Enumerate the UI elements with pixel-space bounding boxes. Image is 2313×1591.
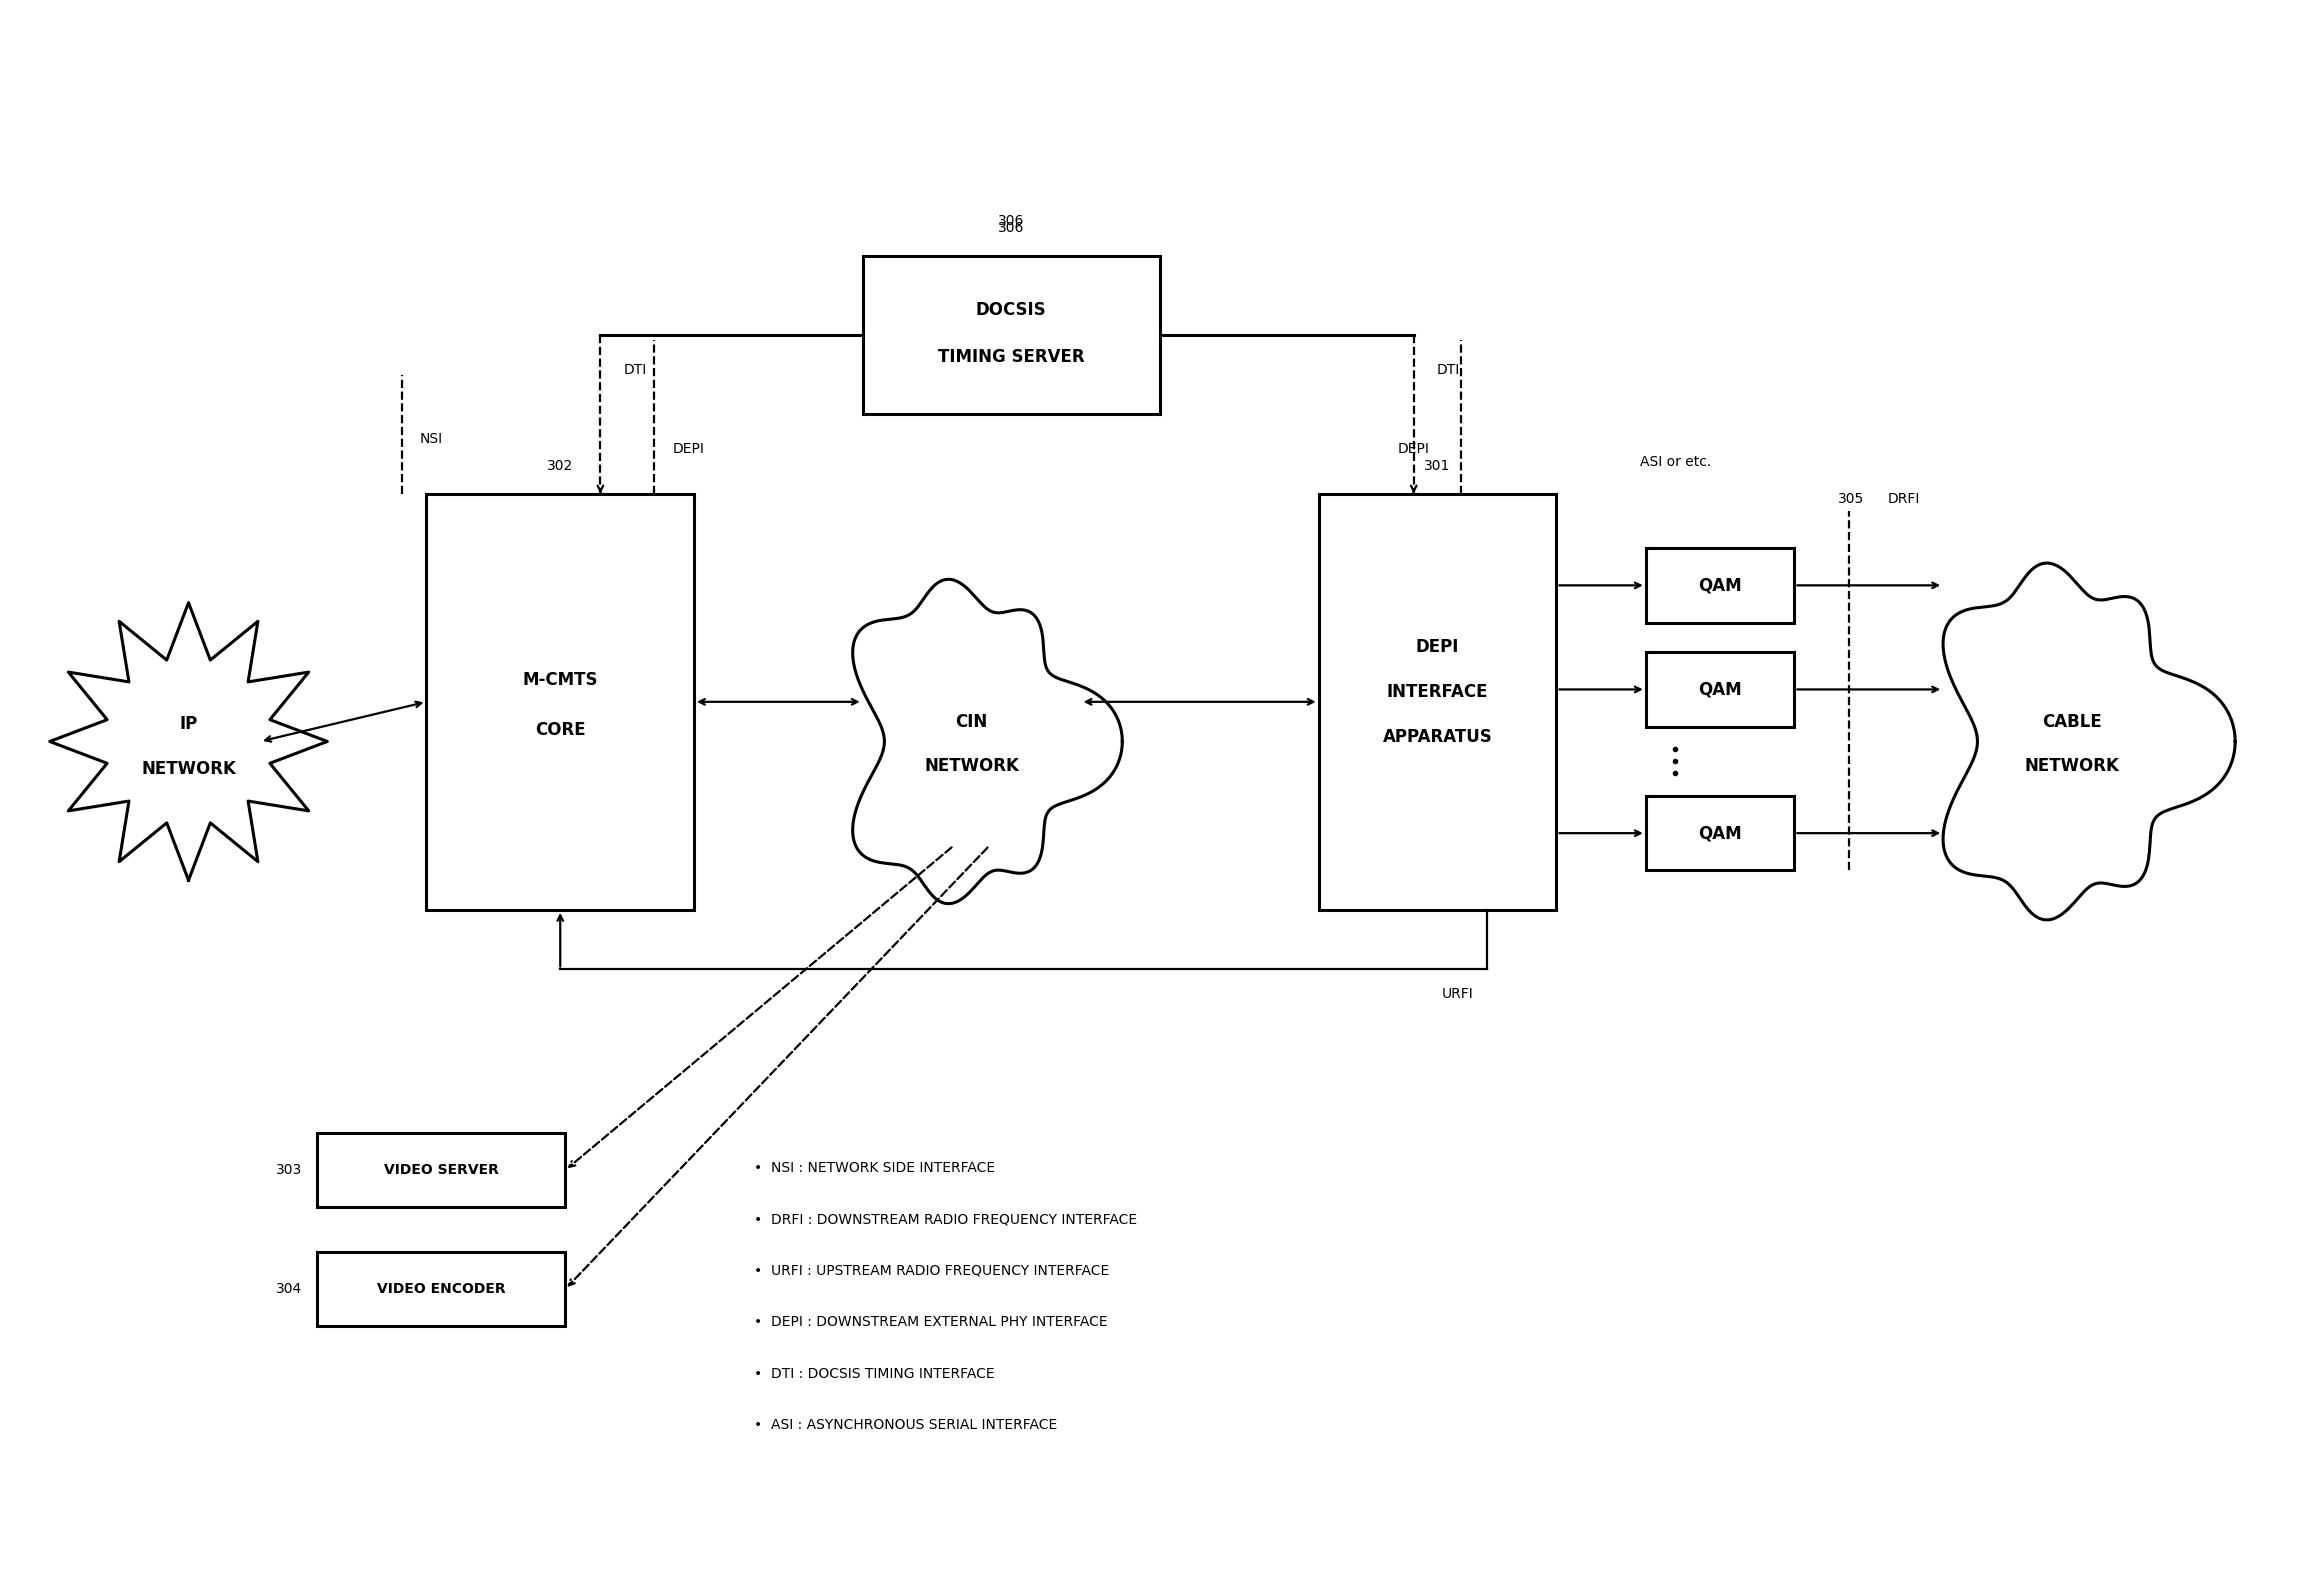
Text: ASI or etc.: ASI or etc. bbox=[1640, 455, 1712, 469]
Text: •  DRFI : DOWNSTREAM RADIO FREQUENCY INTERFACE: • DRFI : DOWNSTREAM RADIO FREQUENCY INTE… bbox=[754, 1212, 1136, 1227]
Text: QAM: QAM bbox=[1698, 576, 1742, 595]
Text: INTERFACE: INTERFACE bbox=[1388, 683, 1487, 702]
Text: •  DTI : DOCSIS TIMING INTERFACE: • DTI : DOCSIS TIMING INTERFACE bbox=[754, 1367, 995, 1381]
Text: •  ASI : ASYNCHRONOUS SERIAL INTERFACE: • ASI : ASYNCHRONOUS SERIAL INTERFACE bbox=[754, 1419, 1057, 1432]
Text: NETWORK: NETWORK bbox=[2024, 757, 2119, 775]
FancyBboxPatch shape bbox=[1645, 796, 1795, 870]
Text: TIMING SERVER: TIMING SERVER bbox=[939, 348, 1085, 366]
Text: DTI: DTI bbox=[625, 363, 648, 377]
Text: VIDEO ENCODER: VIDEO ENCODER bbox=[377, 1282, 507, 1297]
Text: NETWORK: NETWORK bbox=[141, 760, 236, 778]
FancyBboxPatch shape bbox=[1645, 549, 1795, 622]
Text: 306: 306 bbox=[999, 215, 1025, 228]
Text: 305: 305 bbox=[1839, 492, 1864, 506]
Text: VIDEO SERVER: VIDEO SERVER bbox=[384, 1163, 500, 1177]
Text: CABLE: CABLE bbox=[2042, 713, 2103, 730]
Text: 304: 304 bbox=[275, 1282, 303, 1297]
Text: CORE: CORE bbox=[534, 721, 585, 738]
Text: DOCSIS: DOCSIS bbox=[976, 301, 1045, 320]
FancyBboxPatch shape bbox=[426, 493, 694, 910]
FancyBboxPatch shape bbox=[1318, 493, 1557, 910]
FancyBboxPatch shape bbox=[317, 1252, 564, 1327]
Polygon shape bbox=[1943, 563, 2234, 920]
Polygon shape bbox=[853, 579, 1122, 904]
FancyBboxPatch shape bbox=[1645, 652, 1795, 727]
Text: 301: 301 bbox=[1425, 458, 1450, 473]
Text: NSI: NSI bbox=[421, 433, 444, 445]
Polygon shape bbox=[51, 603, 328, 880]
Text: URFI: URFI bbox=[1441, 988, 1473, 1001]
Text: 306: 306 bbox=[999, 221, 1025, 235]
Text: DRFI: DRFI bbox=[1887, 492, 1920, 506]
Text: •  URFI : UPSTREAM RADIO FREQUENCY INTERFACE: • URFI : UPSTREAM RADIO FREQUENCY INTERF… bbox=[754, 1263, 1108, 1278]
Text: DEPI: DEPI bbox=[1397, 442, 1429, 457]
Text: DEPI: DEPI bbox=[673, 442, 705, 457]
Text: •  NSI : NETWORK SIDE INTERFACE: • NSI : NETWORK SIDE INTERFACE bbox=[754, 1161, 995, 1174]
Text: M-CMTS: M-CMTS bbox=[523, 671, 599, 689]
Text: DTI: DTI bbox=[1436, 363, 1460, 377]
Text: 302: 302 bbox=[548, 458, 574, 473]
Text: 303: 303 bbox=[275, 1163, 303, 1177]
Text: IP: IP bbox=[180, 714, 197, 732]
Text: DEPI: DEPI bbox=[1416, 638, 1460, 657]
Text: QAM: QAM bbox=[1698, 681, 1742, 698]
Text: •  DEPI : DOWNSTREAM EXTERNAL PHY INTERFACE: • DEPI : DOWNSTREAM EXTERNAL PHY INTERFA… bbox=[754, 1316, 1108, 1330]
Text: APPARATUS: APPARATUS bbox=[1383, 727, 1492, 746]
Text: QAM: QAM bbox=[1698, 824, 1742, 842]
FancyBboxPatch shape bbox=[863, 256, 1159, 414]
Text: CIN: CIN bbox=[955, 713, 988, 730]
FancyBboxPatch shape bbox=[317, 1133, 564, 1208]
Text: NETWORK: NETWORK bbox=[925, 757, 1020, 775]
